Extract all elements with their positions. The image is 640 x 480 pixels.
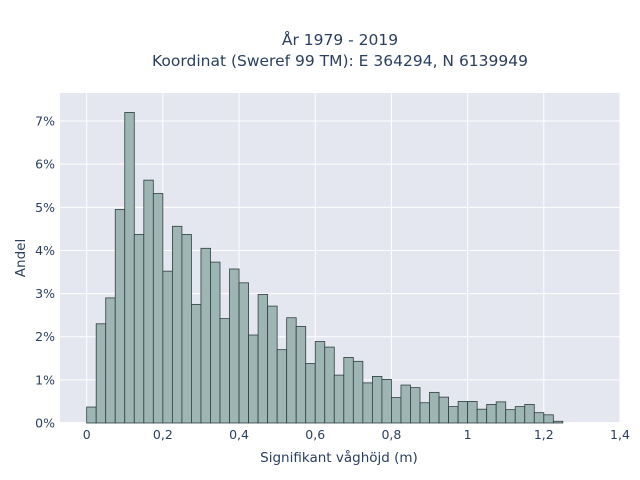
y-tick-label: 0% [35,416,55,431]
histogram-bar [467,401,478,424]
histogram-bar [314,341,326,424]
histogram-bar [143,179,154,424]
histogram-bar [495,401,507,424]
histogram-bar [343,357,354,424]
y-axis-title: Andel [13,239,29,277]
y-tick-label: 7% [35,114,55,129]
histogram-bar [152,193,164,424]
x-tick-label: 0 [83,427,91,442]
histogram-bar [391,397,402,424]
histogram-bar [533,412,545,424]
histogram-bar [133,234,145,424]
bars [86,112,564,424]
histogram-bar [448,406,459,424]
histogram-bar [400,384,411,424]
x-tick-label: 0,6 [305,427,325,442]
histogram-bar [267,305,278,424]
y-axis-ticks: 0% 1% 2% 3% 4% 5% 6% 7% [35,114,55,431]
x-tick-label: 1,4 [610,427,630,442]
histogram-bar [162,270,173,424]
histogram-bar [229,268,240,424]
x-tick-label: 0,4 [229,427,249,442]
chart-title: År 1979 - 2019 Koordinat (Sweref 99 TM):… [152,30,528,70]
histogram-bar [86,406,97,424]
histogram-bar [276,349,288,424]
histogram-bar [476,408,488,424]
x-axis-title: Signifikant våghöjd (m) [260,449,418,466]
histogram-bar [514,406,526,424]
histogram-bar [171,225,183,424]
histogram-bar [124,112,135,424]
histogram-bar [219,318,230,424]
histogram-bar [286,317,297,424]
y-tick-label: 2% [35,329,55,344]
histogram-bar [200,247,211,424]
histogram-bar [95,323,107,424]
x-tick-label: 0,8 [381,427,401,442]
histogram-bar [552,420,564,424]
histogram-bar [457,401,469,424]
x-tick-label: 0,2 [153,427,173,442]
histogram-bar [362,382,373,424]
histogram-bar [381,379,392,424]
y-tick-label: 1% [35,372,55,387]
histogram-bar [257,294,269,424]
y-tick-label: 3% [35,286,55,301]
histogram-bar [524,404,535,424]
histogram-bar [333,374,345,424]
histogram-bar [324,346,335,424]
histogram-bar [505,409,516,424]
histogram-bar [181,234,192,424]
histogram-bar [429,391,440,424]
histogram-bar [191,303,202,424]
histogram-bar [305,363,316,424]
histogram-bar [295,325,307,424]
x-axis-ticks: 0 0,2 0,4 0,6 0,8 1 1,2 1,4 [83,427,630,442]
histogram-bar [114,209,126,424]
chart-title-line-2: Koordinat (Sweref 99 TM): E 364294, N 61… [152,52,528,70]
chart-title-line-1: År 1979 - 2019 [282,30,398,49]
histogram-bar [410,387,421,424]
histogram-bar [210,261,221,424]
y-tick-label: 4% [35,243,55,258]
x-tick-label: 1,2 [534,427,554,442]
histogram-bar [238,282,249,424]
histogram-bar [419,402,430,424]
y-tick-label: 6% [35,157,55,172]
histogram-bar [248,334,259,424]
histogram-bar [486,404,497,424]
histogram-bar [543,414,554,424]
histogram-bar [438,396,449,424]
histogram-bar [352,360,364,424]
histogram-bar [105,297,116,424]
x-tick-label: 1 [464,427,472,442]
y-tick-label: 5% [35,200,55,215]
histogram-bar [371,376,383,424]
